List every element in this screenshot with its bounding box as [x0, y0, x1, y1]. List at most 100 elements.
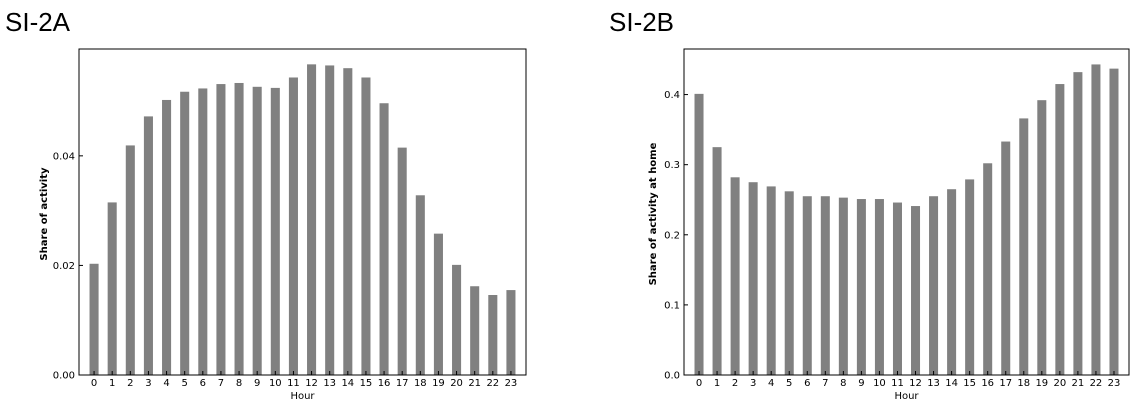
xtick-label-b-16: 16: [981, 378, 994, 389]
bar-a-14: [343, 68, 353, 376]
bar-a-19: [433, 233, 443, 375]
xtick-label-a-7: 7: [218, 378, 224, 389]
xtick-label-a-1: 1: [109, 378, 115, 389]
bar-a-21: [470, 286, 480, 375]
xlabel-a: Hour: [290, 391, 315, 402]
xtick-label-a-8: 8: [236, 378, 242, 389]
bar-a-9: [252, 86, 262, 375]
ytick-label-a-2: 0.04: [53, 151, 75, 162]
bar-b-18: [1019, 118, 1029, 376]
xtick-label-b-1: 1: [714, 378, 720, 389]
xtick-label-b-8: 8: [840, 378, 846, 389]
xtick-label-a-9: 9: [254, 378, 260, 389]
xlabel-b: Hour: [894, 391, 919, 402]
bar-b-11: [892, 202, 902, 375]
bar-b-8: [838, 197, 848, 375]
bar-a-5: [180, 91, 190, 375]
xtick-label-b-10: 10: [873, 378, 886, 389]
xtick-label-b-5: 5: [786, 378, 792, 389]
bar-b-6: [802, 196, 812, 375]
xtick-label-a-3: 3: [145, 378, 151, 389]
xtick-label-b-9: 9: [858, 378, 864, 389]
xtick-label-a-6: 6: [200, 378, 206, 389]
bar-b-14: [947, 189, 957, 375]
bar-a-7: [216, 84, 226, 375]
bar-a-22: [488, 295, 498, 375]
xtick-label-b-11: 11: [891, 378, 904, 389]
panel-title-b: SI-2B: [609, 7, 675, 37]
bar-b-20: [1055, 84, 1065, 375]
xtick-label-a-0: 0: [91, 378, 97, 389]
xtick-label-b-7: 7: [822, 378, 828, 389]
ytick-label-b-1: 0.1: [664, 300, 680, 311]
bar-b-5: [784, 191, 794, 375]
ytick-label-a-1: 0.02: [53, 261, 75, 272]
xtick-label-a-20: 20: [450, 378, 463, 389]
bar-a-18: [415, 195, 425, 375]
xtick-label-b-17: 17: [999, 378, 1012, 389]
xtick-label-a-5: 5: [182, 378, 188, 389]
bar-b-22: [1091, 64, 1101, 376]
xtick-label-b-20: 20: [1053, 378, 1066, 389]
ytick-label-a-0: 0.00: [53, 371, 75, 382]
bar-a-2: [125, 145, 135, 375]
bar-b-13: [929, 196, 939, 375]
bar-b-3: [748, 182, 758, 375]
bar-a-6: [198, 88, 208, 376]
xtick-label-b-4: 4: [768, 378, 774, 389]
ylabel-a: Share of activity: [39, 167, 50, 261]
bar-b-7: [820, 196, 830, 375]
bar-b-15: [965, 179, 975, 375]
xtick-label-a-10: 10: [269, 378, 282, 389]
bar-a-15: [361, 77, 371, 375]
ytick-label-b-0: 0.0: [664, 371, 680, 382]
xtick-label-b-18: 18: [1017, 378, 1030, 389]
ylabel-b: Share of activity at home: [648, 142, 659, 285]
xtick-label-b-6: 6: [804, 378, 810, 389]
xtick-label-a-17: 17: [396, 378, 409, 389]
xtick-label-b-12: 12: [909, 378, 922, 389]
xtick-label-b-0: 0: [696, 378, 702, 389]
bar-a-16: [379, 103, 389, 376]
xtick-label-a-21: 21: [468, 378, 481, 389]
bar-a-23: [506, 290, 516, 375]
bar-a-20: [452, 264, 462, 375]
bar-b-16: [983, 163, 993, 375]
xtick-label-a-18: 18: [414, 378, 427, 389]
ytick-label-b-4: 0.4: [664, 90, 680, 101]
bar-b-0: [694, 93, 704, 375]
xtick-label-a-19: 19: [432, 378, 445, 389]
bar-a-17: [397, 147, 407, 375]
xtick-label-a-23: 23: [505, 378, 518, 389]
bar-b-1: [712, 147, 722, 375]
xtick-label-a-16: 16: [378, 378, 391, 389]
plot-frame-b: [683, 48, 1130, 376]
plot-frame-a: [78, 48, 527, 376]
bar-b-23: [1109, 68, 1119, 376]
bar-a-1: [107, 202, 117, 375]
bar-b-2: [730, 177, 740, 375]
bar-b-17: [1001, 141, 1011, 375]
bar-a-8: [234, 82, 244, 375]
bar-b-12: [911, 206, 921, 375]
xtick-label-b-22: 22: [1090, 378, 1103, 389]
bar-a-3: [143, 116, 153, 375]
bar-b-10: [874, 199, 884, 375]
bar-a-12: [307, 64, 317, 375]
xtick-label-b-19: 19: [1035, 378, 1048, 389]
xtick-label-a-13: 13: [323, 378, 336, 389]
bar-b-4: [766, 186, 776, 375]
xtick-label-a-14: 14: [341, 378, 354, 389]
xtick-label-b-2: 2: [732, 378, 738, 389]
bar-a-0: [89, 263, 99, 375]
xtick-label-b-21: 21: [1072, 378, 1085, 389]
ytick-label-b-2: 0.2: [664, 230, 680, 241]
xtick-label-b-14: 14: [945, 378, 958, 389]
ytick-label-b-3: 0.3: [664, 160, 680, 171]
xtick-label-b-15: 15: [963, 378, 976, 389]
xtick-label-a-15: 15: [360, 378, 373, 389]
bar-b-9: [856, 199, 866, 375]
xtick-label-a-22: 22: [486, 378, 499, 389]
bar-a-11: [288, 77, 298, 375]
